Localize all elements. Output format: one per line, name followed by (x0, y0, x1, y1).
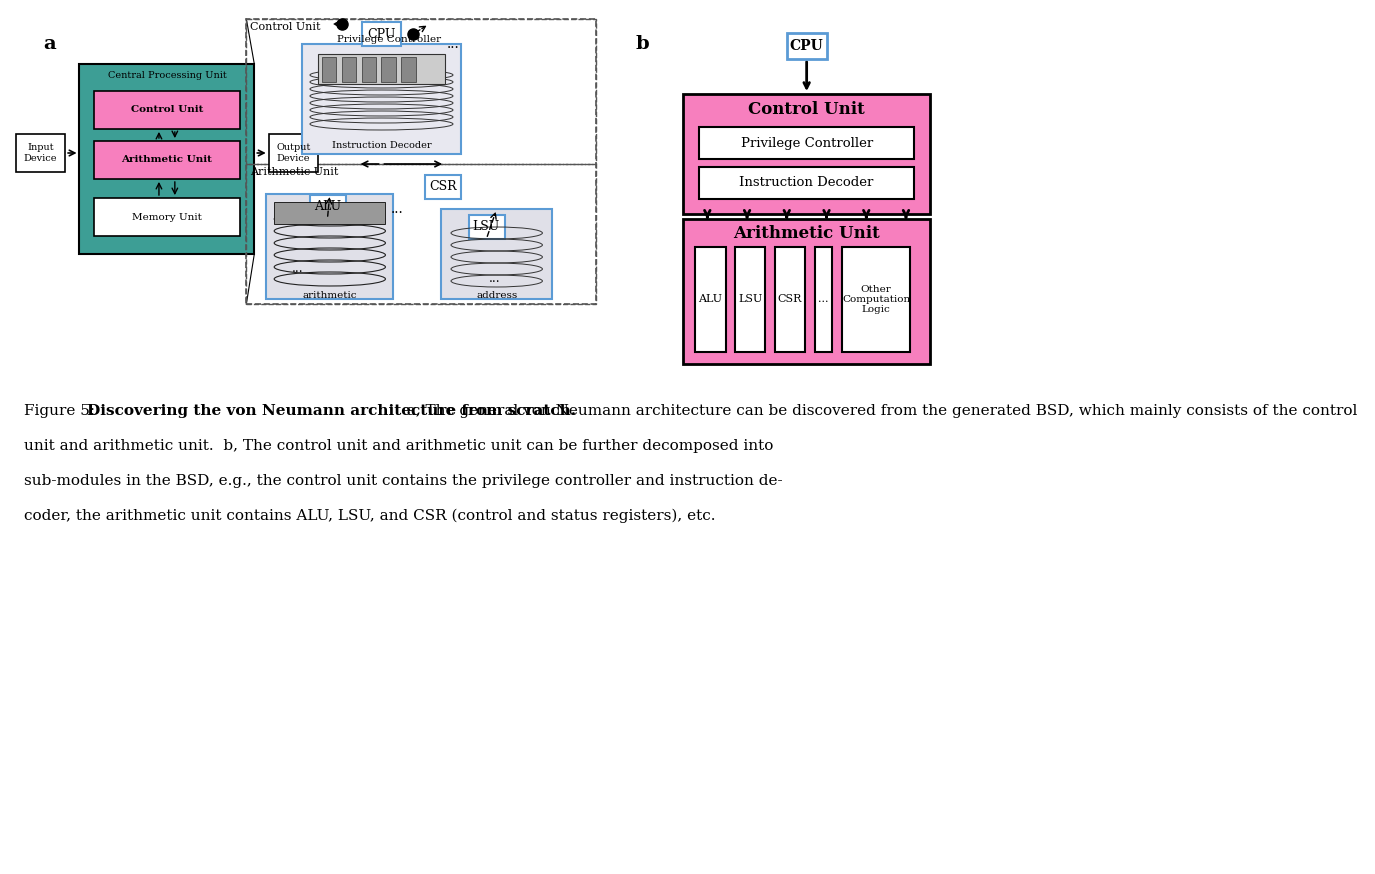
Text: Discovering the von Neumann architecture from scratch.: Discovering the von Neumann architecture… (88, 404, 576, 418)
FancyBboxPatch shape (268, 134, 318, 172)
Text: Control Unit: Control Unit (250, 22, 320, 32)
Text: Output
Device: Output Device (276, 143, 311, 163)
FancyBboxPatch shape (736, 247, 766, 352)
Text: ALU: ALU (698, 295, 722, 304)
FancyBboxPatch shape (94, 198, 241, 236)
Text: Privilege Controller: Privilege Controller (741, 136, 873, 149)
Text: arithmetic: arithmetic (302, 292, 358, 301)
Text: ALU: ALU (314, 200, 341, 213)
FancyBboxPatch shape (700, 127, 914, 159)
FancyBboxPatch shape (700, 167, 914, 199)
Text: ...: ... (490, 273, 500, 286)
FancyBboxPatch shape (425, 175, 461, 199)
FancyBboxPatch shape (322, 57, 336, 82)
Text: Control Unit: Control Unit (748, 101, 865, 117)
FancyBboxPatch shape (441, 209, 553, 299)
FancyBboxPatch shape (94, 91, 241, 129)
Text: b: b (635, 35, 649, 53)
FancyBboxPatch shape (302, 44, 461, 154)
FancyBboxPatch shape (94, 141, 241, 179)
Text: Instruction Decoder: Instruction Decoder (331, 142, 432, 150)
FancyBboxPatch shape (381, 57, 396, 82)
FancyBboxPatch shape (683, 219, 930, 364)
FancyBboxPatch shape (342, 57, 356, 82)
Text: Control Unit: Control Unit (131, 106, 204, 114)
Text: Privilege Controller: Privilege Controller (337, 34, 441, 44)
Text: Memory Unit: Memory Unit (132, 212, 202, 221)
Text: a, The general von Neumann architecture can be discovered from the generated BSD: a, The general von Neumann architecture … (397, 404, 1357, 418)
FancyBboxPatch shape (362, 22, 401, 46)
Text: Arithmetic Unit: Arithmetic Unit (121, 156, 212, 164)
Text: Central Processing Unit: Central Processing Unit (107, 72, 227, 80)
Text: coder, the arithmetic unit contains ALU, LSU, and CSR (control and status regist: coder, the arithmetic unit contains ALU,… (23, 509, 715, 524)
Text: Figure 5:: Figure 5: (23, 404, 110, 418)
Text: LSU: LSU (738, 295, 762, 304)
Text: Instruction Decoder: Instruction Decoder (740, 177, 874, 190)
Text: ...: ... (818, 295, 829, 304)
Text: Arithmetic Unit: Arithmetic Unit (733, 225, 880, 242)
FancyBboxPatch shape (80, 64, 254, 254)
Text: address: address (476, 292, 517, 301)
Text: LSU: LSU (473, 220, 500, 233)
Text: CPU: CPU (789, 39, 824, 53)
Text: unit and arithmetic unit.  b, The control unit and arithmetic unit can be furthe: unit and arithmetic unit. b, The control… (23, 439, 773, 453)
FancyBboxPatch shape (267, 194, 393, 299)
FancyBboxPatch shape (274, 202, 385, 224)
Text: Arithmetic Unit: Arithmetic Unit (250, 167, 338, 177)
Text: CSR: CSR (429, 181, 456, 193)
FancyBboxPatch shape (786, 33, 826, 59)
FancyBboxPatch shape (16, 134, 65, 172)
Text: ...: ... (390, 202, 404, 216)
Text: ...: ... (447, 37, 459, 51)
Text: sub-modules in the BSD, e.g., the control unit contains the privilege controller: sub-modules in the BSD, e.g., the contro… (23, 474, 782, 488)
FancyBboxPatch shape (843, 247, 910, 352)
FancyBboxPatch shape (318, 54, 446, 84)
Text: Other
Computation
Logic: Other Computation Logic (842, 285, 910, 315)
FancyBboxPatch shape (362, 57, 375, 82)
FancyBboxPatch shape (814, 247, 832, 352)
FancyBboxPatch shape (402, 57, 415, 82)
FancyBboxPatch shape (683, 94, 930, 214)
Text: ...: ... (293, 262, 304, 275)
Text: Input
Device: Input Device (23, 143, 58, 163)
FancyBboxPatch shape (469, 215, 505, 239)
FancyBboxPatch shape (309, 195, 345, 219)
FancyBboxPatch shape (696, 247, 726, 352)
Text: CPU: CPU (367, 27, 396, 40)
Text: CSR: CSR (778, 295, 802, 304)
FancyBboxPatch shape (775, 247, 804, 352)
Text: a: a (44, 35, 56, 53)
